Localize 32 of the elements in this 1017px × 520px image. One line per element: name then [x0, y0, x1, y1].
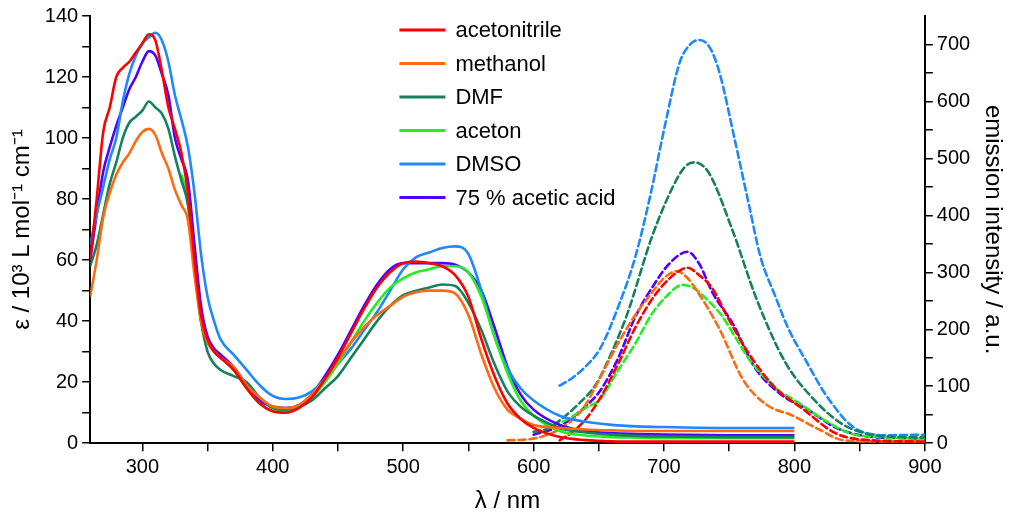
y2-axis-title: emission intensity / a.u.	[980, 104, 1008, 355]
y-tick-label: 60	[55, 247, 79, 270]
x-tick-label: 400	[256, 454, 290, 477]
y2-tick-label: 700	[936, 32, 971, 54]
y-tick-label: 100	[44, 125, 79, 148]
x-tick-label: 600	[516, 454, 551, 477]
y2-tick-label: 600	[936, 88, 971, 111]
y-tick-label: 80	[55, 186, 79, 209]
y2-tick-label: 300	[936, 259, 971, 282]
y-tick-label: 0	[67, 430, 79, 453]
x-tick-label: 900	[908, 454, 942, 477]
y2-tick-label: 200	[936, 316, 971, 339]
x-tick-label: 700	[647, 454, 681, 477]
x-tick-label: 500	[386, 454, 420, 477]
legend-label: methanol	[455, 50, 546, 76]
y2-tick-label: 400	[936, 202, 971, 225]
y2-tick-label: 0	[936, 430, 948, 453]
legend-label: acetonitrile	[455, 17, 562, 43]
legend-label: 75 % acetic acid	[455, 184, 616, 210]
x-tick-label: 800	[777, 454, 812, 477]
legend-label: DMSO	[455, 151, 522, 177]
legend-label: aceton	[455, 117, 522, 143]
y2-tick-label: 100	[936, 373, 971, 396]
y-axis-title: ε / 10³ L mol⁻¹ cm⁻¹	[7, 129, 35, 330]
y-tick-label: 40	[55, 308, 79, 331]
y2-tick-label: 500	[936, 145, 971, 168]
y-tick-label: 20	[55, 369, 79, 392]
y-tick-label: 140	[44, 3, 79, 26]
x-axis-title: λ / nm	[474, 486, 541, 514]
legend-label: DMF	[455, 84, 504, 110]
y-tick-label: 120	[44, 64, 79, 87]
x-tick-label: 300	[125, 454, 160, 477]
